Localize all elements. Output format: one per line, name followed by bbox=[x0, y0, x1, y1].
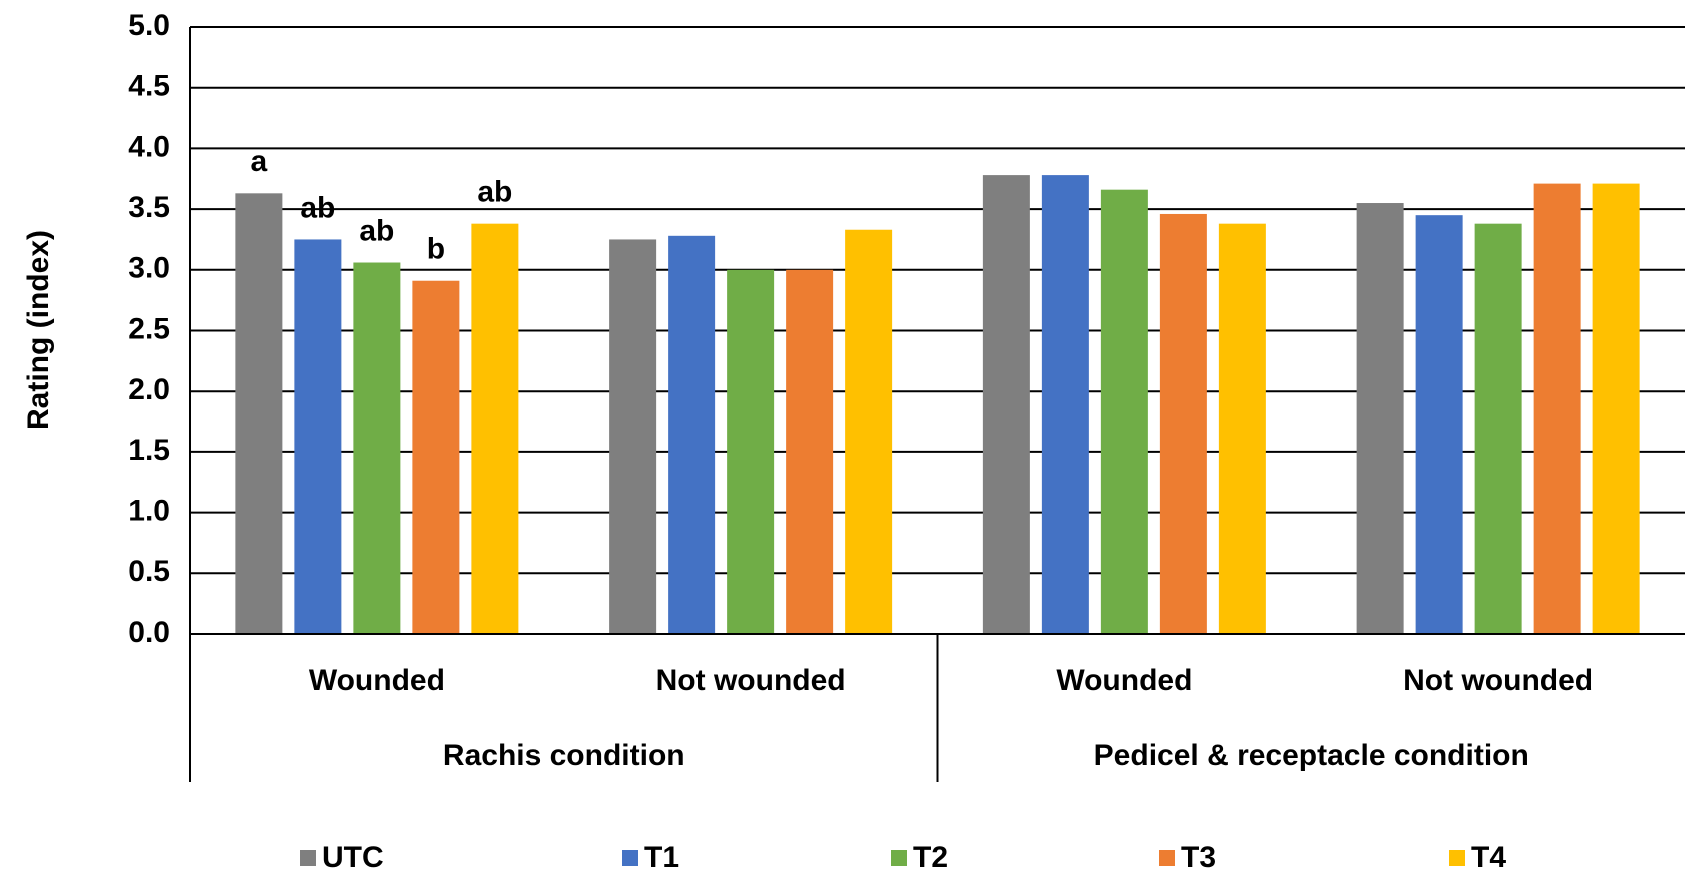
y-tick-label: 3.0 bbox=[128, 252, 170, 285]
legend-swatch bbox=[622, 850, 638, 866]
x-tick-label: Wounded bbox=[309, 664, 445, 697]
significance-letter: ab bbox=[477, 176, 512, 209]
y-tick-label: 4.0 bbox=[128, 130, 170, 163]
legend-label: UTC bbox=[322, 841, 384, 874]
y-tick-label: 4.5 bbox=[128, 70, 170, 103]
y-tick-label: 2.5 bbox=[128, 312, 170, 345]
x-tick-label: Wounded bbox=[1056, 664, 1192, 697]
bar bbox=[727, 269, 775, 634]
y-tick-label: 2.0 bbox=[128, 373, 170, 406]
bar bbox=[1159, 213, 1207, 634]
y-tick-label: 1.0 bbox=[128, 495, 170, 528]
bar bbox=[1356, 203, 1404, 634]
bar bbox=[294, 239, 342, 634]
x-tick-label: Not wounded bbox=[656, 664, 846, 697]
bar bbox=[982, 175, 1030, 634]
group-label: Pedicel & receptacle condition bbox=[1094, 739, 1529, 772]
y-tick-label: 3.5 bbox=[128, 191, 170, 224]
legend-swatch bbox=[891, 850, 907, 866]
bar bbox=[609, 239, 657, 634]
legend-label: T4 bbox=[1471, 841, 1506, 874]
y-tick-label: 1.5 bbox=[128, 434, 170, 467]
legend-label: T3 bbox=[1181, 841, 1216, 874]
bar bbox=[1533, 183, 1581, 634]
y-tick-label: 5.0 bbox=[128, 9, 170, 42]
bar bbox=[235, 193, 283, 634]
bar bbox=[786, 269, 834, 634]
legend-label: T2 bbox=[913, 841, 948, 874]
bar bbox=[353, 262, 401, 634]
legend-swatch bbox=[1449, 850, 1465, 866]
significance-letter: ab bbox=[300, 191, 335, 224]
bar bbox=[845, 229, 893, 634]
bar bbox=[1592, 183, 1640, 634]
bar bbox=[471, 223, 519, 634]
significance-letter: b bbox=[427, 233, 445, 266]
y-tick-label: 0.5 bbox=[128, 555, 170, 588]
bar bbox=[1474, 223, 1522, 634]
significance-letter: ab bbox=[359, 214, 394, 247]
legend-label: T1 bbox=[644, 841, 679, 874]
y-tick-label: 0.0 bbox=[128, 616, 170, 649]
x-tick-label: Not wounded bbox=[1403, 664, 1593, 697]
significance-letter: a bbox=[251, 145, 268, 178]
legend-swatch bbox=[1159, 850, 1175, 866]
bar bbox=[1041, 175, 1089, 634]
legend-swatch bbox=[300, 850, 316, 866]
bar bbox=[1415, 215, 1463, 635]
group-label: Rachis condition bbox=[443, 739, 685, 772]
bar bbox=[668, 235, 716, 635]
bar bbox=[1100, 189, 1148, 634]
y-axis-label: Rating (index) bbox=[22, 230, 55, 430]
bar bbox=[412, 280, 460, 634]
bar bbox=[1218, 223, 1266, 634]
